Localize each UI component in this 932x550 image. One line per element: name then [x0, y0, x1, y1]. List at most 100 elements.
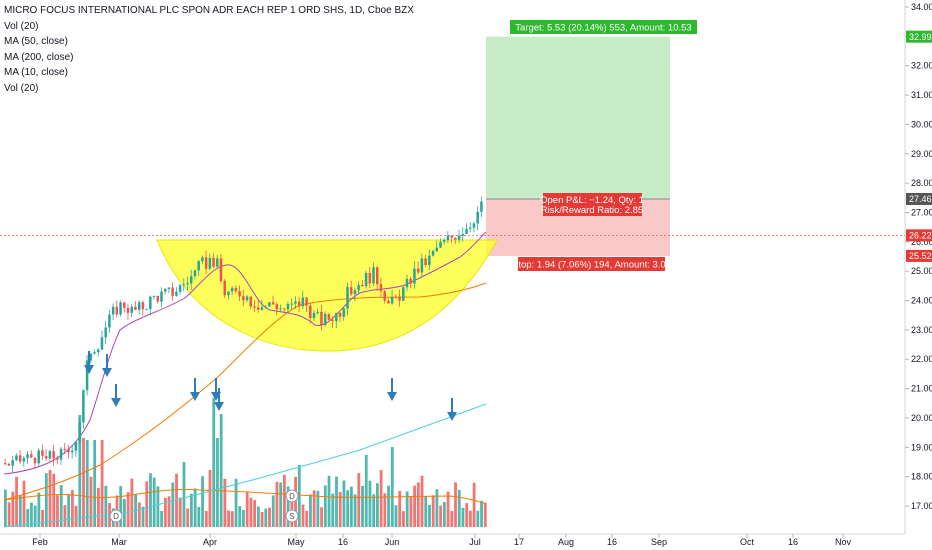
- candle-body: [249, 296, 253, 307]
- candle-body: [320, 311, 323, 326]
- volume-bar: [357, 473, 361, 527]
- candle-body: [22, 458, 26, 462]
- volume-bar: [476, 510, 480, 527]
- candle-body: [469, 227, 472, 229]
- volume-bar: [383, 493, 387, 527]
- x-tick-label: May: [287, 537, 305, 547]
- down-arrow-head: [111, 398, 121, 407]
- candle-body: [119, 302, 122, 315]
- volume-bar: [442, 501, 446, 527]
- candle-body: [190, 276, 193, 284]
- volume-bar: [439, 505, 443, 527]
- ma200-line: [3, 403, 487, 528]
- candle-body: [175, 291, 178, 296]
- volume-bar: [271, 495, 275, 527]
- price-badge: [906, 30, 932, 43]
- candle-body: [171, 287, 174, 296]
- y-tick-label: 17.00: [911, 501, 932, 511]
- legend-ma200[interactable]: MA (200, close): [4, 51, 74, 63]
- candle-body: [216, 258, 219, 267]
- volume-bar: [316, 490, 320, 527]
- candle-body: [405, 278, 409, 288]
- candle-body: [111, 306, 115, 315]
- candle-body: [208, 257, 212, 269]
- target-label-box: [510, 20, 697, 34]
- volume-bar: [428, 504, 431, 527]
- price-badge: [906, 249, 932, 262]
- candle-body: [309, 305, 312, 319]
- volume-bar: [119, 486, 123, 527]
- legend-volume-2[interactable]: Vol (20): [4, 82, 39, 94]
- candle-body: [349, 287, 353, 295]
- candle-body: [141, 302, 145, 310]
- volume-bar: [85, 440, 89, 527]
- legend-ma10[interactable]: MA (10, close): [4, 67, 68, 78]
- candle-body: [56, 458, 59, 460]
- chart-title[interactable]: MICRO FOCUS INTERNATIONAL PLC SPON ADR E…: [4, 5, 414, 16]
- ma50-line: [3, 282, 487, 501]
- candle-body: [376, 267, 379, 285]
- y-tick-label: 23.00: [911, 325, 932, 335]
- legend-ma50[interactable]: MA (50, close): [4, 36, 68, 47]
- y-tick-label: 18.00: [911, 472, 932, 482]
- event-marker-label: S: [289, 512, 294, 521]
- candle-body: [89, 353, 93, 361]
- candle-body: [11, 460, 14, 466]
- volume-bar: [260, 511, 264, 527]
- candle-body: [431, 251, 435, 256]
- volume-bar: [335, 476, 338, 527]
- volume-bar: [342, 480, 346, 527]
- candle-body: [283, 308, 286, 310]
- y-tick-label: 24.00: [911, 296, 932, 306]
- candle-body: [97, 349, 100, 353]
- candle-body: [379, 284, 383, 292]
- candle-body: [74, 441, 78, 451]
- event-marker: [109, 509, 123, 523]
- volume-bar: [405, 491, 409, 527]
- volume-ma-line: [3, 489, 487, 505]
- volume-bar: [223, 478, 227, 527]
- volume-bar: [141, 506, 145, 527]
- candle-body: [398, 296, 401, 301]
- candle-body: [108, 314, 111, 328]
- volume-bar: [37, 492, 41, 527]
- candle-body: [312, 312, 316, 319]
- volume-bar: [63, 505, 67, 527]
- candle-body: [219, 258, 223, 281]
- candle-body: [145, 309, 148, 311]
- volume-bar: [11, 491, 15, 527]
- candle-body: [193, 270, 197, 277]
- volume-bar: [376, 483, 379, 527]
- volume-bar: [234, 478, 238, 527]
- legend-volume[interactable]: Vol (20): [4, 20, 39, 32]
- candle-body: [212, 257, 215, 267]
- volume-bar: [249, 497, 253, 527]
- candle-body: [331, 319, 334, 322]
- cup-shape: [156, 239, 498, 352]
- candle-body: [454, 237, 457, 240]
- volume-bar: [409, 496, 413, 527]
- volume-bar: [394, 505, 398, 527]
- candle-body: [204, 257, 208, 269]
- event-marker-label: D: [289, 492, 295, 501]
- volume-bar: [33, 505, 37, 527]
- volume-bar: [137, 502, 141, 527]
- volume-bar: [323, 485, 327, 527]
- candle-body: [59, 448, 63, 460]
- x-tick-label: Oct: [740, 537, 755, 547]
- volume-bar: [22, 480, 26, 527]
- volume-bar: [275, 481, 279, 527]
- down-arrow-head: [447, 412, 457, 421]
- volume-bar: [41, 509, 44, 527]
- candle-body: [297, 301, 301, 307]
- volume-bar: [361, 485, 364, 527]
- volume-bar: [461, 507, 465, 527]
- candle-body: [115, 306, 119, 315]
- volume-bar: [78, 415, 82, 527]
- candle-body: [364, 273, 368, 287]
- candle-body: [37, 450, 40, 464]
- y-tick-label: 30.00: [911, 119, 932, 129]
- volume-bar: [230, 511, 234, 527]
- candle-body: [424, 258, 427, 265]
